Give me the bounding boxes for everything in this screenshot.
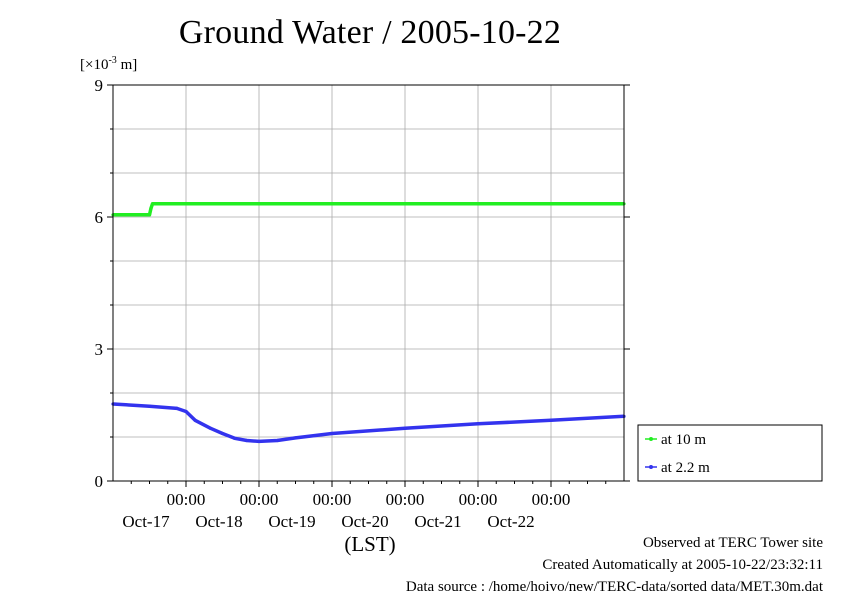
x-axis-label: (LST) bbox=[344, 532, 396, 556]
series-point bbox=[403, 426, 407, 430]
x-tick-time-label: 00:00 bbox=[386, 490, 425, 509]
series-point bbox=[220, 431, 225, 436]
x-tick-date-label: Oct-18 bbox=[195, 512, 242, 531]
legend-box bbox=[637, 424, 823, 482]
grid-lines bbox=[113, 85, 624, 481]
y-tick-label: 0 bbox=[95, 472, 104, 491]
series-point bbox=[245, 438, 249, 443]
legend-label: at 10 m bbox=[661, 432, 706, 448]
legend-label: at 2.2 m bbox=[661, 460, 710, 476]
series-point bbox=[257, 202, 261, 206]
series-point bbox=[147, 404, 152, 408]
created-note: Created Automatically at 2005-10-22/23:3… bbox=[542, 557, 823, 573]
axis-ticks: 0 3 6 9 00:00 Oct-17 00:00 Oct-18 00:00 Oct-19 00:… bbox=[95, 76, 630, 531]
series-point bbox=[403, 202, 407, 206]
y-unit-suffix: m] bbox=[116, 57, 138, 73]
x-tick-time-label: 00:00 bbox=[240, 490, 279, 509]
y-axis-unit-label: [×10-3 m] bbox=[80, 55, 137, 74]
series-line bbox=[112, 402, 625, 444]
series-point bbox=[193, 418, 197, 422]
legend-marker bbox=[649, 437, 653, 441]
series-point bbox=[150, 202, 155, 206]
series-point bbox=[208, 426, 212, 430]
series-point bbox=[476, 202, 480, 206]
series-point bbox=[549, 202, 553, 206]
series-layer bbox=[111, 202, 626, 444]
chart-title: Ground Water / 2005-10-22 bbox=[178, 14, 562, 51]
x-tick-time-label: 00:00 bbox=[459, 490, 498, 509]
x-tick-date-label: Oct-21 bbox=[414, 512, 461, 531]
y-unit-exponent: -3 bbox=[108, 55, 117, 66]
series-point bbox=[293, 436, 298, 440]
series-line bbox=[113, 202, 624, 217]
y-tick-label: 3 bbox=[95, 340, 104, 359]
legend: at 10 m at 2.2 m bbox=[637, 424, 823, 482]
x-tick-date-label: Oct-17 bbox=[122, 512, 170, 531]
y-tick-label: 6 bbox=[95, 208, 104, 227]
series-point bbox=[149, 206, 153, 210]
x-tick-date-label: Oct-20 bbox=[341, 512, 388, 531]
series-point bbox=[184, 409, 188, 414]
series-point bbox=[147, 213, 152, 217]
series-point bbox=[257, 439, 261, 443]
series-point bbox=[233, 436, 237, 440]
y-unit-prefix: [×10 bbox=[80, 57, 109, 73]
series-point bbox=[549, 418, 553, 422]
x-tick-time-label: 00:00 bbox=[313, 490, 352, 509]
series-point bbox=[184, 202, 188, 206]
series-point bbox=[476, 422, 480, 426]
series-point bbox=[275, 438, 279, 443]
series-point bbox=[175, 406, 179, 410]
x-tick-date-label: Oct-19 bbox=[268, 512, 315, 531]
y-tick-label: 9 bbox=[95, 76, 104, 95]
legend-marker bbox=[649, 465, 653, 469]
series-point bbox=[330, 431, 334, 436]
series-point bbox=[330, 202, 334, 206]
data-source-note: Data source : /home/hoivo/new/TERC-data/… bbox=[405, 579, 823, 595]
x-tick-time-label: 00:00 bbox=[167, 490, 206, 509]
x-tick-time-label: 00:00 bbox=[532, 490, 571, 509]
x-tick-date-label: Oct-22 bbox=[487, 512, 534, 531]
observed-note: Observed at TERC Tower site bbox=[642, 535, 823, 551]
